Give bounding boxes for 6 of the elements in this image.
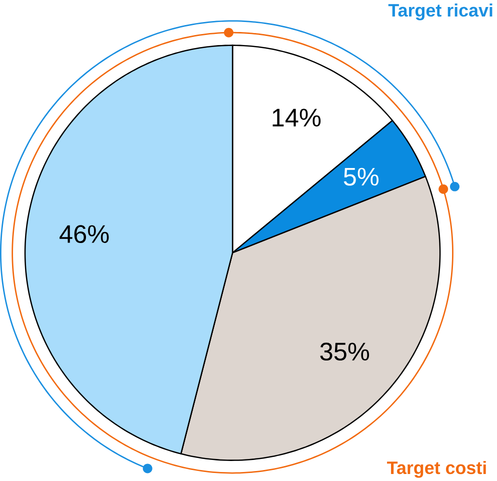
data-label: 46% <box>60 225 109 243</box>
data-label: 35% <box>320 342 370 360</box>
text: Target ricavi <box>388 3 492 20</box>
data-label: 5% <box>344 168 379 186</box>
text: Target costi <box>387 460 486 478</box>
data-label: 14% <box>272 108 321 126</box>
